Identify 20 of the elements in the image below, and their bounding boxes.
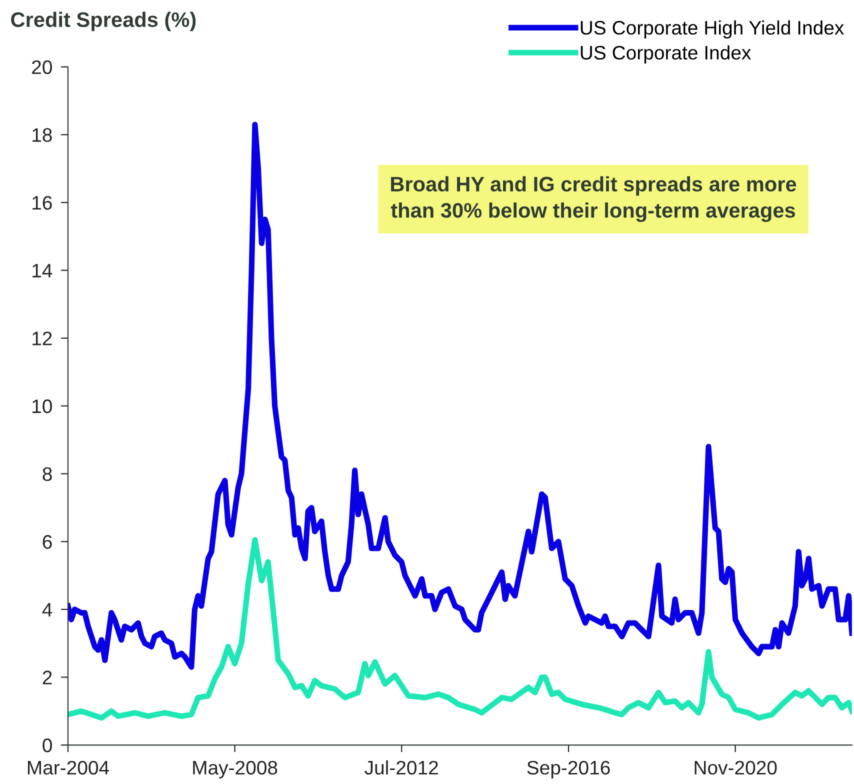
y-tick-label: 14 xyxy=(32,264,52,278)
y-tick-label: 2 xyxy=(42,670,52,684)
annotation: Broad HY and IG credit spreads are more than 30% below their long-term averages xyxy=(390,176,796,222)
x-tick-label: Nov-2020 xyxy=(694,760,777,775)
x-tick-label: May-2008 xyxy=(193,760,278,778)
legend-label: US Corporate Index xyxy=(580,45,752,64)
y-tick-label: 12 xyxy=(32,332,52,346)
x-tick-label: Sep-2016 xyxy=(527,760,610,778)
y-tick-label: 18 xyxy=(32,128,52,142)
y-tick-label: 20 xyxy=(32,60,52,74)
y-tick-label: 16 xyxy=(32,196,52,210)
y-tick-label: 0 xyxy=(42,738,52,752)
chart-title: Credit Spreads (%) xyxy=(11,12,196,32)
y-tick-label: 8 xyxy=(42,467,52,482)
y-tick-label: 10 xyxy=(32,399,52,414)
y-tick-label: 4 xyxy=(42,603,52,616)
x-tick-label: Mar-2004 xyxy=(28,760,110,775)
legend-label: US Corporate High Yield Index xyxy=(580,20,844,39)
y-tick-label: 6 xyxy=(42,535,52,549)
x-tick-label: Jul-2012 xyxy=(364,760,438,775)
